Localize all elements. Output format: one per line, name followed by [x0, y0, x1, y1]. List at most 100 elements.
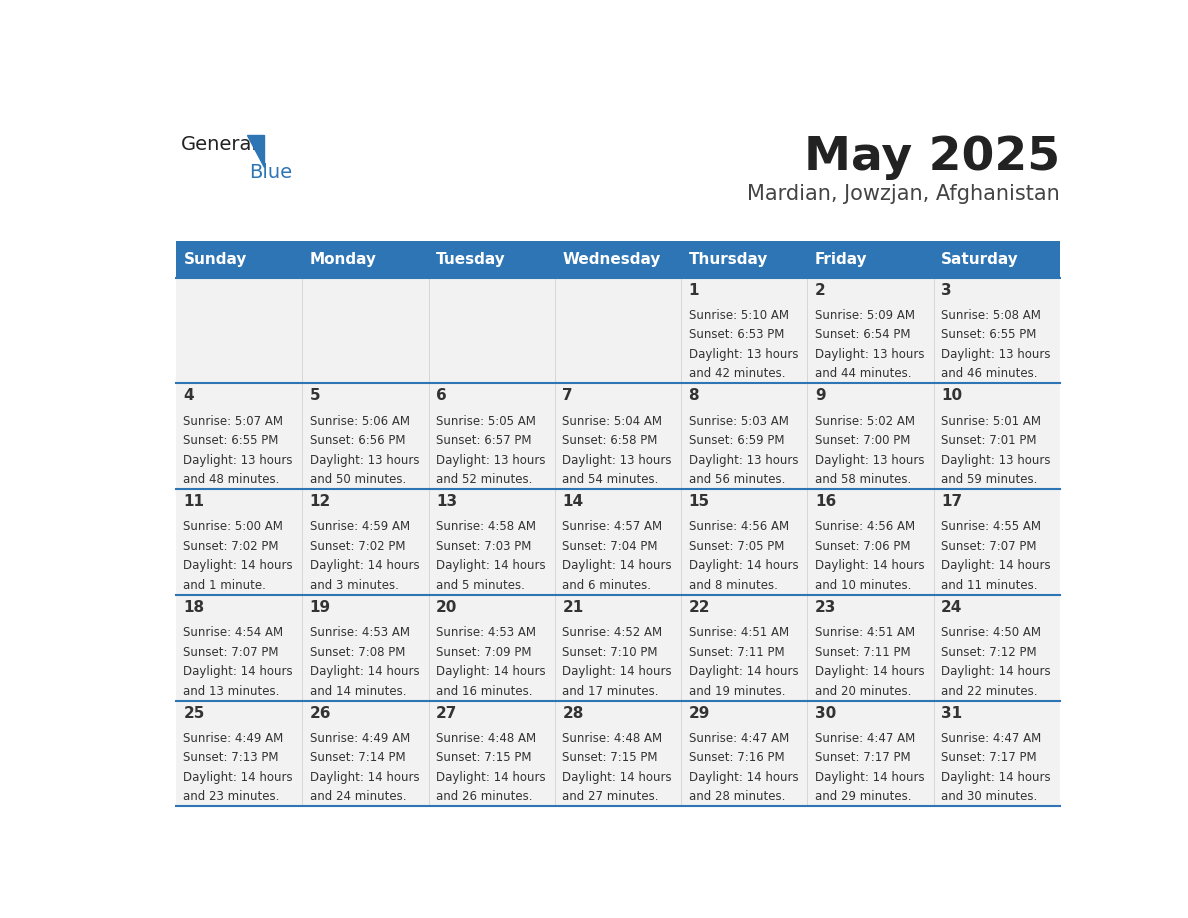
Text: Sunset: 7:00 PM: Sunset: 7:00 PM	[815, 434, 910, 447]
Text: Sunrise: 4:54 AM: Sunrise: 4:54 AM	[183, 626, 284, 639]
Text: and 10 minutes.: and 10 minutes.	[815, 579, 911, 592]
Bar	[176, 700, 303, 806]
Text: Daylight: 14 hours: Daylight: 14 hours	[436, 771, 545, 784]
Text: 21: 21	[562, 599, 583, 615]
Text: 14: 14	[562, 494, 583, 509]
Text: and 6 minutes.: and 6 minutes.	[562, 579, 651, 592]
Text: and 48 minutes.: and 48 minutes.	[183, 473, 280, 487]
Bar	[934, 241, 1060, 277]
Text: and 44 minutes.: and 44 minutes.	[815, 367, 911, 380]
Text: Daylight: 14 hours: Daylight: 14 hours	[183, 771, 293, 784]
Bar	[681, 595, 808, 700]
Text: Daylight: 14 hours: Daylight: 14 hours	[689, 771, 798, 784]
Bar	[176, 595, 303, 700]
Text: and 20 minutes.: and 20 minutes.	[815, 685, 911, 698]
Bar	[555, 489, 681, 595]
Text: 7: 7	[562, 388, 573, 403]
Text: Daylight: 14 hours: Daylight: 14 hours	[183, 559, 293, 573]
Text: Sunrise: 5:03 AM: Sunrise: 5:03 AM	[689, 415, 789, 428]
Text: and 30 minutes.: and 30 minutes.	[941, 790, 1037, 803]
Text: Blue: Blue	[248, 163, 292, 182]
Text: Daylight: 14 hours: Daylight: 14 hours	[941, 666, 1050, 678]
Text: Sunset: 7:07 PM: Sunset: 7:07 PM	[183, 645, 279, 658]
Text: and 3 minutes.: and 3 minutes.	[310, 579, 399, 592]
Text: and 52 minutes.: and 52 minutes.	[436, 473, 532, 487]
Text: and 17 minutes.: and 17 minutes.	[562, 685, 659, 698]
Text: Sunrise: 4:51 AM: Sunrise: 4:51 AM	[689, 626, 789, 639]
Polygon shape	[247, 135, 264, 167]
Bar	[303, 595, 429, 700]
Text: Daylight: 14 hours: Daylight: 14 hours	[689, 559, 798, 573]
Text: 16: 16	[815, 494, 836, 509]
Bar	[934, 595, 1060, 700]
Bar	[555, 241, 681, 277]
Bar	[176, 384, 303, 489]
Text: Sunset: 7:11 PM: Sunset: 7:11 PM	[689, 645, 784, 658]
Text: Daylight: 14 hours: Daylight: 14 hours	[310, 559, 419, 573]
Bar	[555, 595, 681, 700]
Text: and 5 minutes.: and 5 minutes.	[436, 579, 525, 592]
Text: Sunrise: 4:48 AM: Sunrise: 4:48 AM	[436, 732, 536, 744]
Text: Sunset: 6:55 PM: Sunset: 6:55 PM	[941, 329, 1036, 341]
Text: Daylight: 13 hours: Daylight: 13 hours	[436, 453, 545, 466]
Text: Daylight: 13 hours: Daylight: 13 hours	[941, 453, 1050, 466]
Text: 25: 25	[183, 706, 204, 721]
Text: Mardian, Jowzjan, Afghanistan: Mardian, Jowzjan, Afghanistan	[747, 185, 1060, 205]
Bar	[934, 489, 1060, 595]
Text: Sunrise: 5:01 AM: Sunrise: 5:01 AM	[941, 415, 1041, 428]
Text: Daylight: 13 hours: Daylight: 13 hours	[562, 453, 671, 466]
Text: 1: 1	[689, 283, 699, 297]
Text: Wednesday: Wednesday	[562, 252, 661, 267]
Bar	[681, 700, 808, 806]
Bar	[303, 489, 429, 595]
Text: and 42 minutes.: and 42 minutes.	[689, 367, 785, 380]
Bar	[934, 700, 1060, 806]
Text: 12: 12	[310, 494, 331, 509]
Bar	[429, 700, 555, 806]
Text: 4: 4	[183, 388, 194, 403]
Text: Sunrise: 4:53 AM: Sunrise: 4:53 AM	[436, 626, 536, 639]
Text: 27: 27	[436, 706, 457, 721]
Text: and 14 minutes.: and 14 minutes.	[310, 685, 406, 698]
Bar	[555, 277, 681, 384]
Text: Sunrise: 5:00 AM: Sunrise: 5:00 AM	[183, 521, 284, 533]
Text: Sunday: Sunday	[183, 252, 247, 267]
Text: Daylight: 14 hours: Daylight: 14 hours	[815, 559, 924, 573]
Bar	[555, 700, 681, 806]
Bar	[808, 241, 934, 277]
Text: and 28 minutes.: and 28 minutes.	[689, 790, 785, 803]
Text: Sunset: 6:57 PM: Sunset: 6:57 PM	[436, 434, 531, 447]
Text: Sunrise: 5:09 AM: Sunrise: 5:09 AM	[815, 308, 915, 322]
Text: 10: 10	[941, 388, 962, 403]
Text: 19: 19	[310, 599, 331, 615]
Text: Sunset: 6:59 PM: Sunset: 6:59 PM	[689, 434, 784, 447]
Text: Sunrise: 4:59 AM: Sunrise: 4:59 AM	[310, 521, 410, 533]
Text: Daylight: 14 hours: Daylight: 14 hours	[941, 559, 1050, 573]
Text: Sunrise: 4:47 AM: Sunrise: 4:47 AM	[815, 732, 915, 744]
Text: Sunrise: 4:50 AM: Sunrise: 4:50 AM	[941, 626, 1041, 639]
Text: Sunrise: 4:47 AM: Sunrise: 4:47 AM	[689, 732, 789, 744]
Text: Sunrise: 5:08 AM: Sunrise: 5:08 AM	[941, 308, 1041, 322]
Bar	[681, 277, 808, 384]
Bar	[681, 489, 808, 595]
Text: and 59 minutes.: and 59 minutes.	[941, 473, 1037, 487]
Text: 11: 11	[183, 494, 204, 509]
Text: Daylight: 14 hours: Daylight: 14 hours	[436, 666, 545, 678]
Text: 26: 26	[310, 706, 331, 721]
Bar	[808, 489, 934, 595]
Text: May 2025: May 2025	[804, 135, 1060, 180]
Text: Sunset: 7:06 PM: Sunset: 7:06 PM	[815, 540, 910, 553]
Bar	[429, 241, 555, 277]
Text: Sunrise: 4:55 AM: Sunrise: 4:55 AM	[941, 521, 1041, 533]
Bar	[934, 277, 1060, 384]
Text: Sunset: 7:09 PM: Sunset: 7:09 PM	[436, 645, 531, 658]
Text: Daylight: 14 hours: Daylight: 14 hours	[310, 771, 419, 784]
Bar	[429, 489, 555, 595]
Text: Sunrise: 5:07 AM: Sunrise: 5:07 AM	[183, 415, 284, 428]
Text: Thursday: Thursday	[689, 252, 767, 267]
Text: 28: 28	[562, 706, 583, 721]
Text: Sunset: 7:10 PM: Sunset: 7:10 PM	[562, 645, 658, 658]
Bar	[429, 595, 555, 700]
Text: and 50 minutes.: and 50 minutes.	[310, 473, 406, 487]
Text: Daylight: 14 hours: Daylight: 14 hours	[310, 666, 419, 678]
